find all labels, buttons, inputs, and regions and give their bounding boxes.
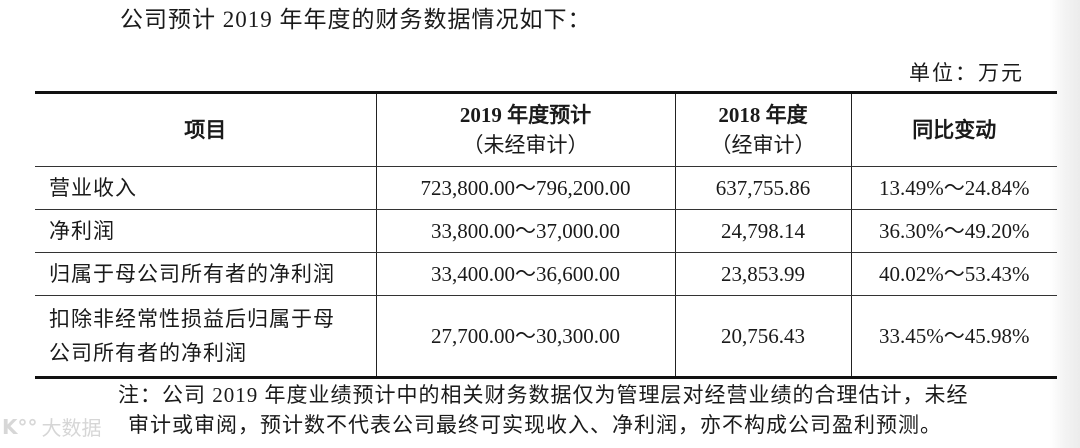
row-yoy-change: 13.49%～24.84%: [850, 166, 1057, 210]
row-forecast-2019: 723,800.00～796,200.00: [375, 166, 676, 210]
row-item-line1: 扣除非经常性损益后归属于母: [49, 307, 335, 331]
row-yoy-change: 40.02%～53.43%: [850, 252, 1057, 296]
unit-label: 单位：万元: [909, 61, 1024, 85]
header-actual-2018: 2018 年度 （经审计）: [674, 92, 852, 167]
row-item: 归属于母公司所有者的净利润: [35, 252, 377, 296]
row-actual-2018: 637,755.86: [674, 166, 852, 210]
table-row: 归属于母公司所有者的净利润 33,400.00～36,600.00 23,853…: [35, 252, 1057, 296]
header-yoy-change: 同比变动: [850, 92, 1057, 167]
row-actual-2018: 24,798.14: [674, 209, 852, 253]
table-row: 净利润 33,800.00～37,000.00 24,798.14 36.30%…: [35, 209, 1057, 253]
table-header-row: 项目 2019 年度预计 （未经审计） 2018 年度 （经审计） 同比变动: [35, 92, 1057, 167]
financial-data-table: 项目 2019 年度预计 （未经审计） 2018 年度 （经审计） 同比变动 营…: [35, 91, 1057, 379]
table-row: 扣除非经常性损益后归属于母 公司所有者的净利润 27,700.00～30,300…: [35, 295, 1057, 379]
row-forecast-2019: 27,700.00～30,300.00: [375, 295, 676, 379]
footnote-line2: 审计或审阅，预计数不代表公司最终可实现收入、净利润，亦不构成公司盈利预测。: [128, 413, 942, 437]
row-item: 净利润: [35, 209, 377, 253]
footnote-line1: 注：公司 2019 年度业绩预计中的相关财务数据仅为管理层对经营业绩的合理估计，…: [118, 383, 969, 407]
row-item-line2: 公司所有者的净利润: [49, 341, 247, 365]
header-item: 项目: [35, 92, 377, 167]
footnote: 注：公司 2019 年度业绩预计中的相关财务数据仅为管理层对经营业绩的合理估计，…: [48, 380, 1048, 440]
row-forecast-2019: 33,800.00～37,000.00: [375, 209, 676, 253]
row-item: 扣除非经常性损益后归属于母 公司所有者的净利润: [35, 295, 377, 379]
row-yoy-change: 33.45%～45.98%: [850, 295, 1057, 379]
row-item: 营业收入: [35, 166, 377, 210]
row-actual-2018: 23,853.99: [674, 252, 852, 296]
row-forecast-2019: 33,400.00～36,600.00: [375, 252, 676, 296]
row-actual-2018: 20,756.43: [674, 295, 852, 379]
table-row: 营业收入 723,800.00～796,200.00 637,755.86 13…: [35, 166, 1057, 210]
header-forecast-2019: 2019 年度预计 （未经审计）: [375, 92, 676, 167]
watermark-logo-icon: K°°: [2, 414, 38, 439]
intro-text: 公司预计 2019 年年度的财务数据情况如下：: [120, 7, 592, 32]
row-yoy-change: 36.30%～49.20%: [850, 209, 1057, 253]
